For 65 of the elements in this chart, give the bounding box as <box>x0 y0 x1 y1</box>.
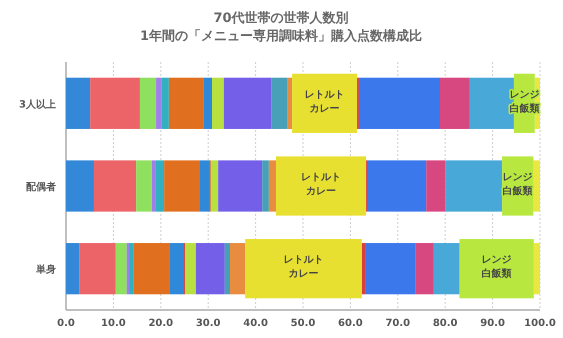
bar <box>210 160 218 212</box>
bar <box>168 78 204 129</box>
x-tick-label: 80.0 <box>432 318 458 329</box>
x-tick-label: 40.0 <box>243 318 268 329</box>
bar <box>126 243 130 294</box>
bar <box>287 78 292 129</box>
x-tick-label: 50.0 <box>290 318 316 329</box>
bar <box>534 243 540 294</box>
bar <box>362 243 366 294</box>
x-tick-label: 90.0 <box>480 318 505 329</box>
x-tick-label: 70.0 <box>385 318 410 329</box>
bar <box>66 160 94 212</box>
bar <box>440 78 470 129</box>
bar <box>366 160 426 212</box>
x-tick-label: 100.0 <box>524 318 556 329</box>
bar <box>204 78 212 129</box>
bar <box>415 243 434 294</box>
bar <box>262 160 269 212</box>
bar <box>162 78 169 129</box>
bar <box>94 160 136 212</box>
bar <box>90 78 140 129</box>
bar <box>366 243 416 294</box>
x-tick-label: 20.0 <box>148 318 174 329</box>
bar <box>212 78 224 129</box>
bar <box>358 78 440 129</box>
bar <box>434 243 460 294</box>
bar <box>79 243 116 294</box>
y-tick-label: 配偶者 <box>26 181 56 193</box>
y-tick-label: 単身 <box>35 264 56 276</box>
bar <box>156 78 162 129</box>
x-tick-label: 10.0 <box>101 318 126 329</box>
bar <box>169 243 184 294</box>
bar <box>116 243 127 294</box>
bar <box>533 160 540 212</box>
bar <box>66 78 90 129</box>
bar <box>129 243 134 294</box>
bar <box>230 243 246 294</box>
bar <box>156 160 164 212</box>
bar <box>271 78 288 129</box>
text: レトルトカレー <box>301 172 342 197</box>
chart-title: 70代世帯の世帯人数別 1年間の「メニュー専用調味料」購入点数構成比 <box>140 11 422 44</box>
bar <box>196 243 225 294</box>
bar <box>445 160 502 212</box>
bar <box>66 243 80 294</box>
text: レンジ白飯類 <box>482 254 512 280</box>
text: レトルトカレー <box>283 254 324 280</box>
y-tick-label: 3人以上 <box>19 98 56 110</box>
bar <box>184 243 196 294</box>
bar <box>152 160 156 212</box>
bar <box>133 243 170 294</box>
series-label: レンジ白飯類 <box>502 172 533 197</box>
x-tick-label: 30.0 <box>196 318 221 329</box>
series-label: レトルトカレー <box>304 89 345 114</box>
bar <box>136 160 152 212</box>
bar <box>199 160 210 212</box>
bar <box>245 239 362 298</box>
bar <box>140 78 156 129</box>
bar <box>218 160 262 212</box>
bar <box>268 160 276 212</box>
x-tick-label: 60.0 <box>338 318 363 329</box>
x-tick-label: 0.0 <box>57 318 75 329</box>
bar <box>426 160 446 212</box>
bar <box>224 78 272 129</box>
bar <box>224 243 230 294</box>
bar <box>164 160 200 212</box>
